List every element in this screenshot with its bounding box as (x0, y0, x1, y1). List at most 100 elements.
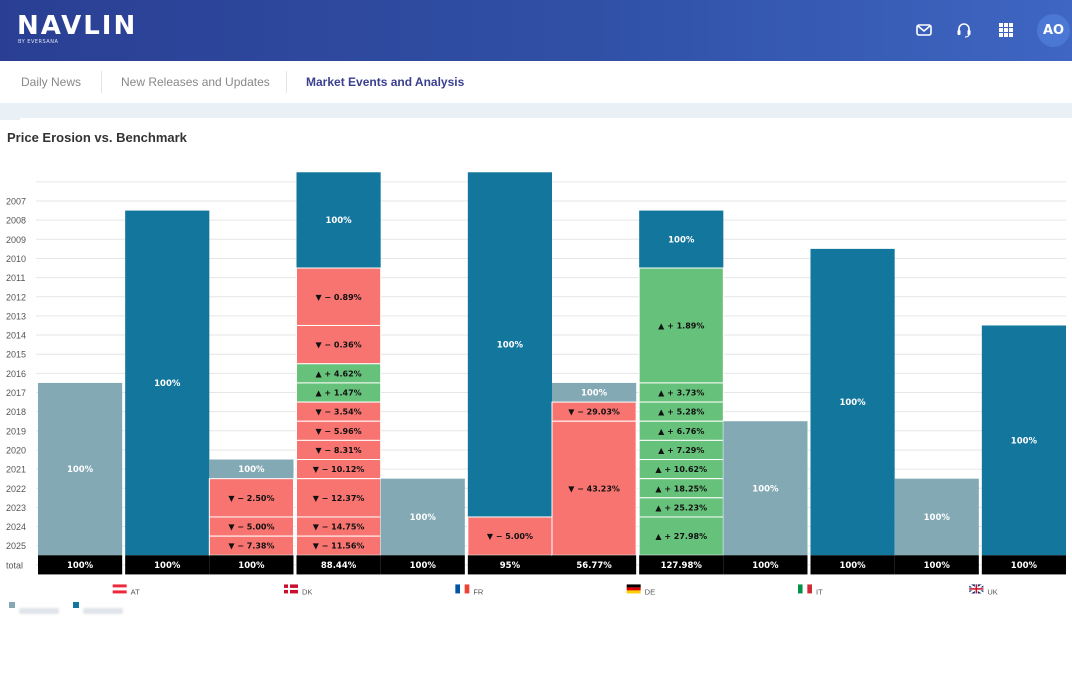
navlin-logo[interactable]: NAVLIN (17, 11, 138, 41)
chart-legend (9, 601, 137, 615)
segment-label: ▲ + 3.73% (658, 389, 704, 398)
segment-label: ▼ − 3.54% (315, 408, 361, 417)
segment-label: ▲ + 10.62% (655, 465, 707, 474)
y-tick-label: 2020 (6, 445, 26, 455)
bar-launch (380, 478, 465, 556)
bar-launch (209, 459, 294, 479)
flag-stripe (798, 584, 803, 594)
country-label: DK (302, 587, 312, 596)
segment-label: ▲ + 25.23% (655, 503, 707, 512)
apps-grid-icon[interactable] (995, 19, 1017, 41)
segment-label: ▲ + 18.25% (655, 484, 707, 493)
total-label: 100% (238, 561, 265, 571)
mail-icon[interactable] (913, 19, 935, 41)
bar-label: 100% (154, 379, 181, 389)
y-tick-label: 2013 (6, 311, 26, 321)
segment-label: ▲ + 1.89% (658, 321, 704, 330)
tab-new-releases[interactable]: New Releases and Updates (121, 75, 270, 89)
segment-label: ▲ + 4.62% (315, 369, 361, 378)
segment-label: ▼ − 8.31% (315, 446, 361, 455)
y-tick-label: 2012 (6, 292, 26, 302)
y-tick-label: 2019 (6, 426, 26, 436)
bar-label: 100% (581, 389, 608, 399)
y-tick-label: 2018 (6, 407, 26, 417)
flag-stripe (112, 587, 127, 591)
nav-tabs: Daily News New Releases and Updates Mark… (0, 61, 1072, 103)
total-bar (723, 555, 808, 575)
total-bar (467, 555, 552, 575)
total-label: 100% (410, 561, 437, 571)
flag-stripe (464, 584, 470, 594)
user-avatar[interactable]: AO (1037, 14, 1070, 47)
total-bar (639, 555, 724, 575)
segment-label: ▲ + 6.76% (658, 427, 704, 436)
segment-label: ▼ − 11.56% (313, 542, 365, 551)
country-label: FR (473, 587, 484, 596)
legend-item-launch[interactable] (9, 602, 59, 614)
country-label: UK (987, 587, 997, 596)
flag-stripe (460, 584, 465, 594)
y-tick-label: 2024 (6, 522, 26, 532)
bar-label: 100% (497, 341, 524, 351)
total-bar (125, 555, 210, 575)
bar-launch (38, 382, 123, 556)
segment-label: ▼ − 0.89% (315, 293, 361, 302)
segment-label: ▲ + 5.28% (658, 408, 704, 417)
legend-label-redacted (83, 608, 123, 614)
segment-label: ▼ − 5.00% (487, 532, 533, 541)
change-segment (296, 267, 382, 326)
y-tick-label: 2021 (6, 465, 26, 475)
chart-title: Price Erosion vs. Benchmark (7, 130, 187, 145)
change-segment (551, 420, 637, 556)
headset-icon[interactable] (953, 19, 975, 41)
change-segment (638, 516, 724, 556)
change-segment (208, 478, 294, 518)
bar-label: 100% (410, 513, 437, 523)
bar-label: 100% (238, 465, 265, 475)
total-label: 100% (839, 561, 866, 571)
segment-label: ▼ − 5.00% (228, 523, 274, 532)
flag-stripe (112, 584, 127, 588)
total-label: 95% (500, 561, 521, 571)
bar-label: 100% (839, 398, 866, 408)
bar-label: 100% (924, 513, 951, 523)
flag-stripe (112, 590, 127, 594)
logo-subtitle: BY EVERSANA (18, 39, 59, 45)
segment-label: ▲ + 27.98% (655, 532, 707, 541)
bar-launch (894, 478, 979, 556)
tab-divider (286, 71, 287, 93)
country-label: DE (645, 587, 655, 596)
segment-label: ▲ + 7.29% (658, 446, 704, 455)
legend-item-benchmark[interactable] (73, 602, 123, 614)
total-label: 100% (67, 561, 94, 571)
y-tick-label: 2014 (6, 331, 26, 341)
flag-stripe (807, 584, 812, 594)
legend-label-redacted (19, 608, 59, 614)
country-label: IT (816, 587, 823, 596)
bar-launch (723, 421, 808, 556)
segment-label: ▼ − 0.36% (315, 341, 361, 350)
y-tick-label: 2022 (6, 484, 26, 494)
flag-stripe (626, 584, 641, 588)
legend-swatch-benchmark (73, 602, 79, 608)
total-label: 100% (154, 561, 181, 571)
y-tick-label: 2016 (6, 369, 26, 379)
bar-benchmark (639, 210, 724, 269)
tab-daily-news[interactable]: Daily News (21, 75, 82, 89)
y-tick-label: 2025 (6, 541, 26, 551)
flag-stripe (455, 584, 460, 594)
segment-label: ▼ − 5.96% (315, 427, 361, 436)
segment-label: ▼ − 7.38% (228, 542, 274, 551)
flag-cross (969, 588, 984, 590)
price-erosion-chart: 2007 2008 2009 2010 2011 2012 2013 2014 2015 2016… (6, 172, 1066, 596)
y-tick-label: total (6, 560, 23, 570)
filter-band (0, 103, 1072, 118)
total-label: 100% (752, 561, 779, 571)
segment-label: ▼ − 10.12% (313, 465, 365, 474)
top-header: NAVLIN BY EVERSANA AO (0, 0, 1072, 61)
total-label: 127.98% (661, 561, 703, 571)
bar-label: 100% (325, 216, 352, 226)
tab-market-events[interactable]: Market Events and Analysis (306, 75, 465, 89)
y-tick-label: 2023 (6, 503, 26, 513)
filter-band-edge (0, 118, 20, 120)
